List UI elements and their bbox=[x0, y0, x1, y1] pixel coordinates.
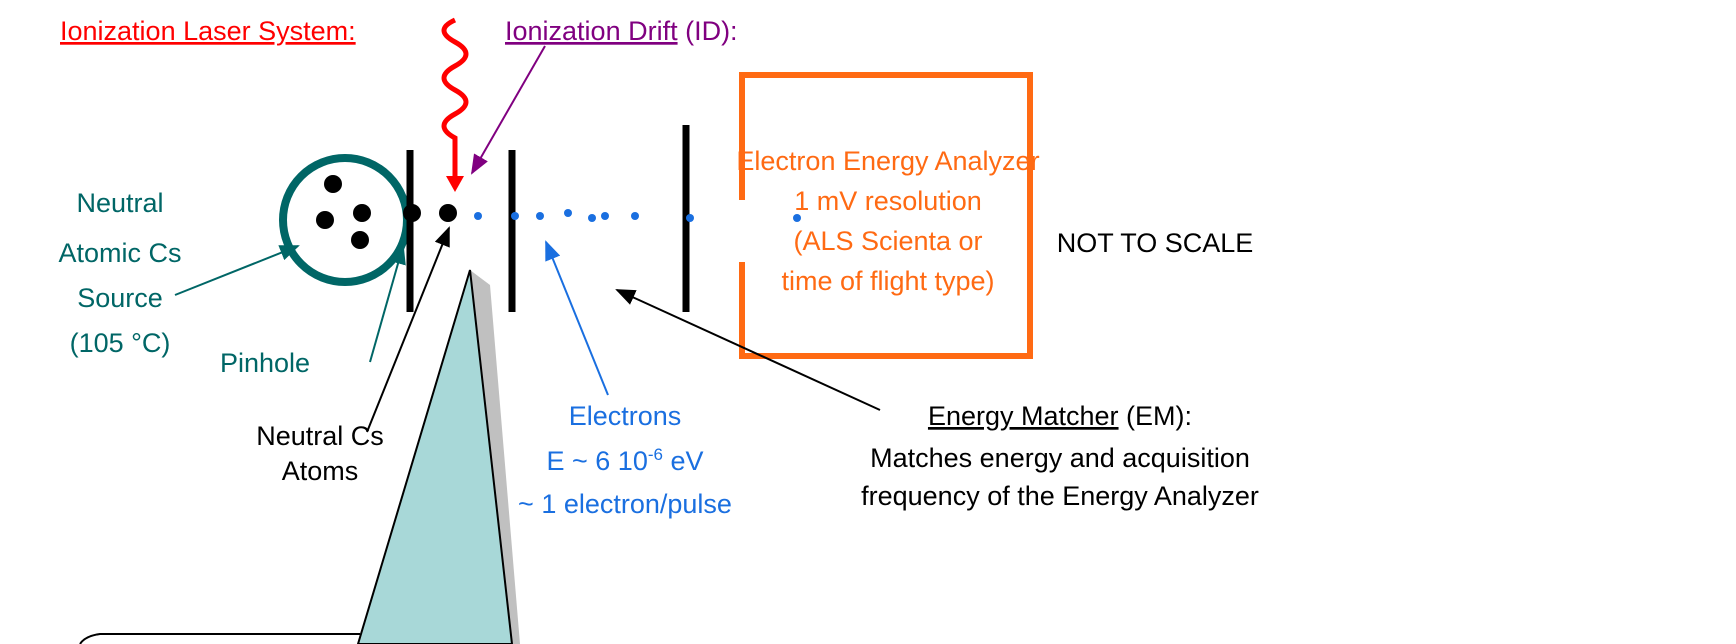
electrons-label: Electrons E ~ 6 10-6 eV ~ 1 electron/pul… bbox=[518, 401, 732, 519]
line: (105 °C) bbox=[70, 328, 171, 358]
source-oven bbox=[279, 154, 411, 286]
plates bbox=[406, 125, 690, 312]
base-line bbox=[79, 633, 360, 644]
electron-dots bbox=[474, 209, 801, 222]
arrow bbox=[545, 240, 609, 396]
line: 1 mV resolution bbox=[794, 186, 982, 216]
arrow bbox=[615, 289, 881, 411]
laser-beam bbox=[441, 17, 469, 178]
atoms-label: Neutral Cs bbox=[256, 421, 384, 451]
arrow bbox=[369, 244, 406, 363]
drift-name: Ionization Drift bbox=[505, 16, 678, 46]
arrow bbox=[366, 226, 450, 433]
atoms bbox=[316, 175, 457, 249]
line: E ~ 6 10-6 eV bbox=[547, 445, 704, 476]
laser-label: Ionization Laser System: bbox=[60, 16, 356, 46]
matcher-suffix: (EM): bbox=[1119, 401, 1193, 431]
atoms-label: Atoms bbox=[282, 456, 359, 486]
energy-exponent: -6 bbox=[648, 445, 663, 464]
pinhole-label: Pinhole bbox=[220, 348, 310, 378]
line: Atomic Cs bbox=[58, 238, 181, 268]
arrow bbox=[174, 245, 300, 296]
drift-label: Ionization Drift (ID): bbox=[505, 16, 738, 46]
cone bbox=[356, 269, 514, 644]
line: Source bbox=[77, 283, 163, 313]
analyzer-label: Electron Energy Analyzer 1 mV resolution… bbox=[736, 146, 1039, 296]
matcher-title: Energy Matcher (EM): bbox=[928, 401, 1192, 431]
laser-arrowhead bbox=[446, 176, 464, 192]
matcher-line: Matches energy and acquisition bbox=[870, 443, 1250, 473]
energy-prefix: E ~ 6 10 bbox=[547, 446, 648, 476]
analyzer-box bbox=[739, 72, 1033, 359]
line: Neutral bbox=[76, 188, 163, 218]
line: Electron Energy Analyzer bbox=[736, 146, 1039, 176]
scale-note: NOT TO SCALE bbox=[1057, 228, 1254, 258]
drift-suffix: (ID): bbox=[678, 16, 738, 46]
source-label: Neutral Atomic Cs Source (105 °C) bbox=[58, 188, 181, 358]
matcher-name: Energy Matcher bbox=[928, 401, 1119, 431]
matcher-line: frequency of the Energy Analyzer bbox=[861, 481, 1259, 511]
line: ~ 1 electron/pulse bbox=[518, 489, 732, 519]
line: time of flight type) bbox=[781, 266, 994, 296]
line: (ALS Scienta or bbox=[793, 226, 982, 256]
line: Electrons bbox=[569, 401, 682, 431]
energy-suffix: eV bbox=[663, 446, 704, 476]
arrow bbox=[471, 45, 546, 175]
